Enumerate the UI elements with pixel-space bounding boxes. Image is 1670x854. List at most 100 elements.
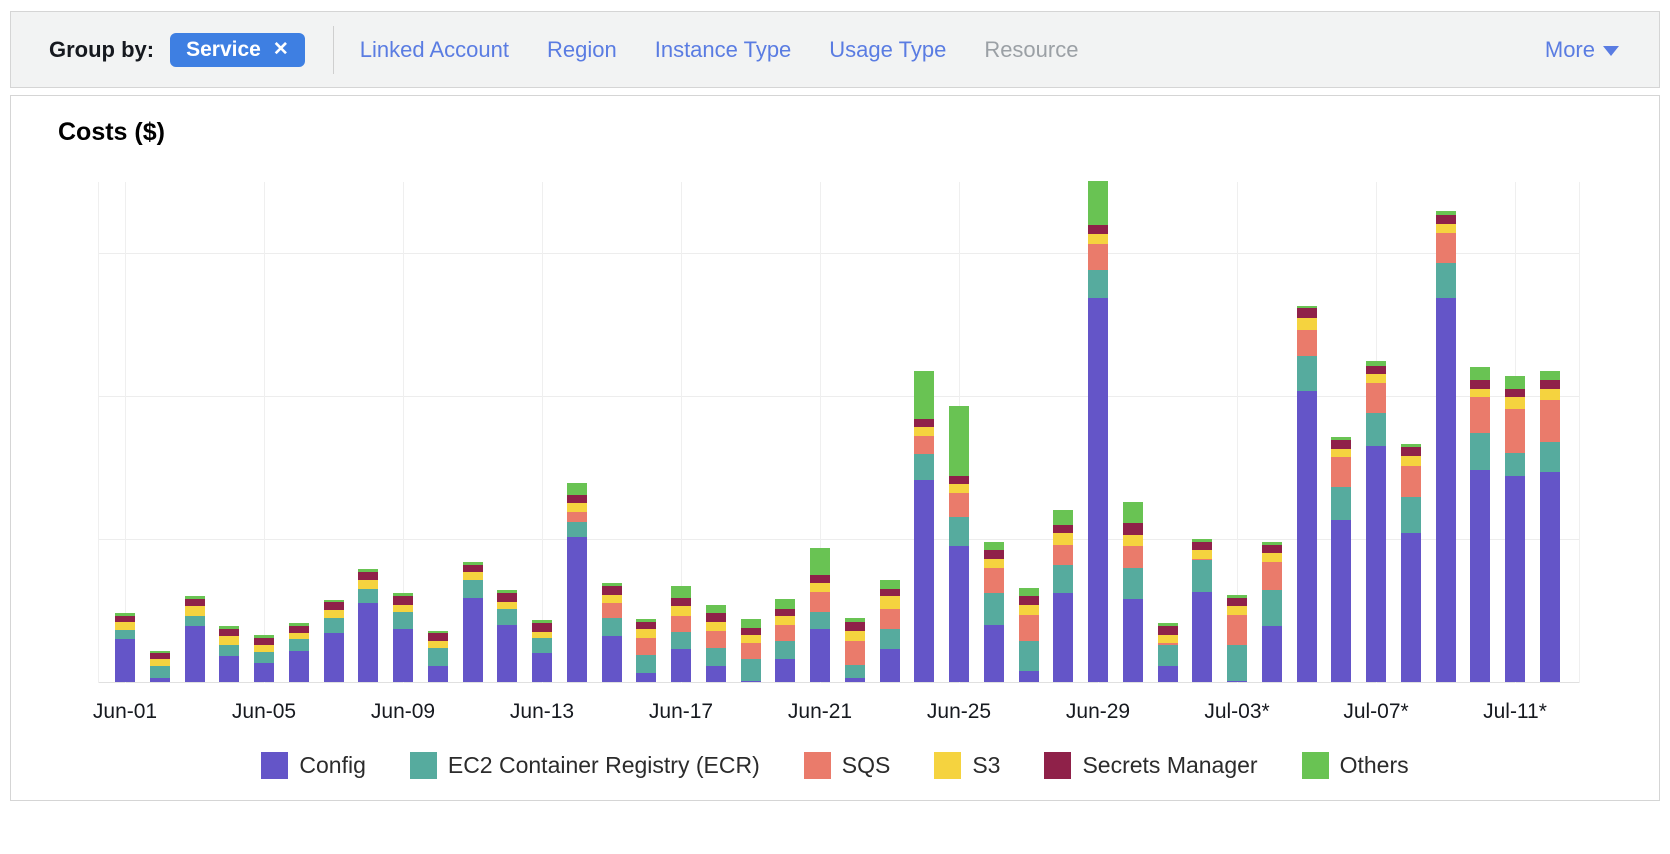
bar-Jun-22[interactable] — [844, 617, 865, 682]
bar-Jul-09[interactable] — [1435, 211, 1456, 682]
bar-Jun-04[interactable] — [219, 626, 240, 682]
legend-item-Others[interactable]: Others — [1301, 752, 1409, 779]
bar-segment-Secrets Manager — [393, 596, 413, 605]
x-gridline — [542, 182, 543, 683]
bar-Jul-05[interactable] — [1296, 305, 1317, 682]
bar-segment-Secrets Manager — [844, 621, 865, 631]
bar-segment-Others — [254, 634, 274, 638]
bar-segment-Others — [740, 619, 761, 628]
bar-Jun-10[interactable] — [427, 630, 448, 682]
bar-segment-Others — [844, 617, 865, 622]
bar-segment-Others — [358, 568, 379, 572]
bar-Jun-20[interactable] — [775, 599, 796, 682]
bar-Jun-08[interactable] — [358, 568, 379, 682]
bar-segment-EC2 Container Registry (ECR) — [288, 639, 309, 651]
bar-segment-EC2 Container Registry (ECR) — [1227, 644, 1247, 681]
bar-segment-Secrets Manager — [705, 613, 726, 622]
bar-segment-Config — [462, 597, 483, 682]
bar-Jun-29[interactable] — [1088, 181, 1108, 682]
bar-Jun-05[interactable] — [254, 634, 274, 682]
bar-Jul-11[interactable] — [1505, 375, 1525, 682]
bar-segment-S3 — [1400, 455, 1421, 466]
bar-Jun-02[interactable] — [149, 650, 170, 682]
bar-Jun-28[interactable] — [1053, 510, 1074, 682]
bar-segment-Config — [1470, 470, 1491, 682]
bar-Jul-01[interactable] — [1157, 623, 1178, 682]
bar-segment-Secrets Manager — [1435, 215, 1456, 224]
bar-Jun-25[interactable] — [949, 405, 969, 682]
bar-segment-EC2 Container Registry (ECR) — [1261, 590, 1282, 627]
legend-item-EC2 Container Registry (ECR)[interactable]: EC2 Container Registry (ECR) — [409, 752, 760, 779]
bar-segment-S3 — [601, 594, 622, 604]
x-gridline — [1579, 182, 1580, 683]
bar-Jun-09[interactable] — [393, 593, 413, 682]
bar-Jul-08[interactable] — [1400, 444, 1421, 682]
bar-Jun-01[interactable] — [115, 613, 135, 682]
bar-Jul-10[interactable] — [1470, 367, 1491, 682]
bar-Jun-03[interactable] — [184, 596, 205, 682]
bar-segment-Others — [1227, 594, 1247, 598]
bar-Jul-12[interactable] — [1539, 371, 1560, 682]
bar-segment-EC2 Container Registry (ECR) — [983, 593, 1004, 625]
bar-segment-Others — [532, 620, 552, 624]
bar-segment-Config — [1018, 670, 1039, 682]
bar-segment-SQS — [740, 643, 761, 660]
legend-item-S3[interactable]: S3 — [934, 752, 1000, 779]
group-by-tag-service[interactable]: Service ✕ — [170, 32, 305, 67]
bar-segment-S3 — [184, 606, 205, 617]
bar-Jun-23[interactable] — [879, 580, 900, 682]
bar-segment-Others — [1366, 361, 1386, 366]
bar-Jun-15[interactable] — [601, 583, 622, 682]
group-by-label: Group by: — [49, 36, 155, 62]
group-by-option-linked-account[interactable]: Linked Account — [359, 36, 509, 62]
bar-Jul-04[interactable] — [1261, 541, 1282, 682]
remove-tag-icon[interactable]: ✕ — [272, 39, 289, 60]
group-by-option-instance-type[interactable]: Instance Type — [654, 36, 792, 62]
bar-Jun-17[interactable] — [671, 586, 691, 682]
bar-Jun-21[interactable] — [810, 547, 830, 682]
bar-segment-Config — [288, 650, 309, 682]
bar-segment-Config — [914, 480, 935, 682]
bar-Jun-27[interactable] — [1018, 587, 1039, 682]
bar-Jun-06[interactable] — [288, 623, 309, 682]
bar-Jul-06[interactable] — [1331, 437, 1352, 682]
bar-Jun-19[interactable] — [740, 619, 761, 682]
bar-Jun-11[interactable] — [462, 561, 483, 682]
bar-Jun-26[interactable] — [983, 541, 1004, 682]
bar-segment-Config — [149, 677, 170, 682]
bar-Jul-02[interactable] — [1192, 538, 1213, 682]
group-by-option-usage-type[interactable]: Usage Type — [829, 36, 947, 62]
bar-Jun-07[interactable] — [323, 600, 344, 682]
more-dropdown-button[interactable]: More — [1545, 37, 1619, 63]
bar-segment-SQS — [1400, 465, 1421, 498]
bar-segment-S3 — [636, 629, 657, 638]
bar-segment-SQS — [983, 567, 1004, 594]
bar-Jun-18[interactable] — [705, 604, 726, 682]
bar-segment-SQS — [1053, 544, 1074, 565]
bar-segment-EC2 Container Registry (ECR) — [462, 580, 483, 598]
bar-Jun-14[interactable] — [566, 483, 587, 682]
bar-Jun-30[interactable] — [1122, 501, 1143, 682]
bar-Jun-13[interactable] — [532, 620, 552, 682]
legend-item-Secrets Manager[interactable]: Secrets Manager — [1044, 752, 1258, 779]
bar-Jul-03[interactable] — [1227, 594, 1247, 682]
legend-item-SQS[interactable]: SQS — [803, 752, 890, 779]
legend-item-Config[interactable]: Config — [261, 752, 366, 779]
bar-segment-Config — [1157, 666, 1178, 682]
group-by-option-region[interactable]: Region — [547, 36, 617, 62]
bar-segment-Others — [1261, 541, 1282, 545]
bar-segment-Config — [949, 546, 969, 682]
bar-segment-Config — [601, 636, 622, 682]
bar-segment-Secrets Manager — [1539, 380, 1560, 389]
bar-segment-Others — [879, 580, 900, 589]
bar-Jun-24[interactable] — [914, 371, 935, 682]
bar-segment-Config — [393, 629, 413, 682]
bar-segment-Config — [184, 626, 205, 682]
bar-Jul-07[interactable] — [1366, 361, 1386, 682]
bar-Jun-12[interactable] — [497, 590, 518, 682]
bar-segment-SQS — [601, 603, 622, 618]
bar-segment-EC2 Container Registry (ECR) — [497, 609, 518, 625]
bar-Jun-16[interactable] — [636, 619, 657, 682]
x-gridline — [681, 182, 682, 683]
bar-segment-EC2 Container Registry (ECR) — [1018, 640, 1039, 671]
